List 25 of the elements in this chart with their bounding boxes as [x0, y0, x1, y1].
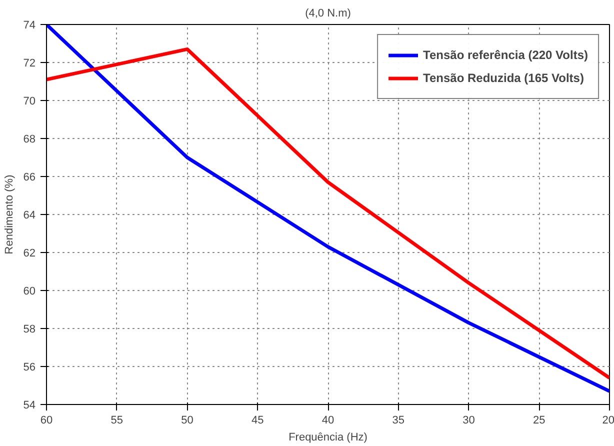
- y-tick-label: 72: [23, 58, 36, 70]
- x-tick-label: 40: [322, 414, 334, 426]
- x-tick-label: 50: [181, 414, 194, 426]
- y-tick-label: 60: [23, 286, 36, 298]
- x-tick-label: 25: [533, 414, 546, 426]
- y-tick-label: 68: [23, 134, 36, 146]
- y-tick-label: 74: [23, 20, 36, 32]
- chart-title: (4,0 N.m): [305, 8, 351, 20]
- legend-label: Tensão Reduzida (165 Volts): [423, 71, 584, 85]
- x-tick-label: 35: [392, 414, 405, 426]
- y-tick-label: 70: [23, 96, 36, 108]
- y-axis-title: Rendimento (%): [3, 174, 16, 254]
- legend-label: Tensão referência (220 Volts): [423, 48, 588, 62]
- y-tick-label: 56: [23, 362, 36, 374]
- y-tick-label: 64: [23, 210, 36, 222]
- x-tick-label: 55: [110, 414, 124, 426]
- y-tick-label: 66: [23, 172, 36, 184]
- y-tick-label: 58: [23, 324, 36, 336]
- y-tick-label: 54: [23, 400, 36, 412]
- x-tick-label: 45: [252, 414, 264, 426]
- x-tick-label: 30: [462, 414, 475, 426]
- y-tick-label: 62: [23, 248, 36, 260]
- x-axis-title: Frequência (Hz): [288, 432, 368, 444]
- x-tick-label: 20: [602, 414, 614, 426]
- x-tick-label: 60: [40, 414, 53, 426]
